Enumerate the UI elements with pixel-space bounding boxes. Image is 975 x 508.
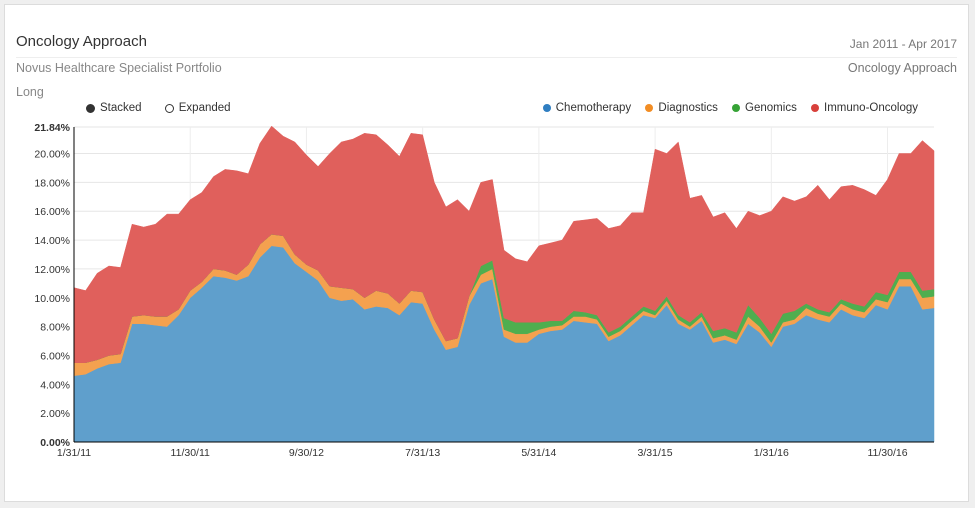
x-tick-label: 1/31/16 <box>754 447 789 459</box>
header-divider <box>16 57 957 58</box>
legend-item-chemotherapy[interactable]: Chemotherapy <box>542 102 632 114</box>
y-tick-label: 21.84% <box>34 122 70 134</box>
y-tick-label: 16.00% <box>34 206 70 218</box>
legend-label: Immuno-Oncology <box>824 102 918 114</box>
x-tick-label: 5/31/14 <box>521 447 556 459</box>
legend-dot-icon <box>732 104 741 112</box>
x-tick-label: 11/30/16 <box>867 447 907 459</box>
y-tick-label: 20.00% <box>34 149 70 161</box>
category-name: Oncology Approach <box>847 61 957 75</box>
legend: Chemotherapy Diagnostics Genomics Immuno… <box>532 102 918 115</box>
chart-title: Oncology Approach <box>16 33 147 50</box>
legend-label: Chemotherapy <box>555 102 632 114</box>
position-label: Long <box>16 85 44 99</box>
legend-label: Diagnostics <box>658 102 718 114</box>
expanded-radio-icon[interactable] <box>164 103 174 113</box>
legend-item-diagnostics[interactable]: Diagnostics <box>645 102 718 114</box>
stacked-label: Stacked <box>100 102 142 114</box>
x-tick-label: 7/31/13 <box>405 447 440 459</box>
y-tick-label: 18.00% <box>34 177 70 189</box>
stack-mode-controls: Stacked Expanded <box>86 102 251 116</box>
x-tick-label: 3/31/15 <box>638 447 673 459</box>
legend-label: Genomics <box>745 102 797 114</box>
y-tick-label: 14.00% <box>34 235 70 247</box>
legend-dot-icon <box>542 104 551 112</box>
date-range: Jan 2011 - Apr 2017 <box>849 37 957 51</box>
x-tick-label: 1/31/11 <box>57 447 91 459</box>
y-tick-label: 2.00% <box>40 408 70 420</box>
legend-item-genomics[interactable]: Genomics <box>732 102 797 114</box>
x-tick-label: 9/30/12 <box>289 447 324 459</box>
portfolio-name: Novus Healthcare Specialist Portfolio <box>16 61 222 75</box>
expanded-label: Expanded <box>178 102 231 114</box>
area-immuno-oncology[interactable] <box>73 125 935 363</box>
legend-dot-icon <box>645 104 654 112</box>
y-tick-label: 10.00% <box>34 293 70 305</box>
legend-item-immuno-oncology[interactable]: Immuno-Oncology <box>811 102 918 114</box>
y-tick-label: 0.00% <box>40 437 70 449</box>
y-tick-label: 12.00% <box>34 264 70 276</box>
x-tick-label: 11/30/11 <box>171 447 210 459</box>
axes: 0.00% 2.00% 4.00% 6.00% 8.00% 10.00% 12.00% 14.… <box>34 122 934 459</box>
expanded-option[interactable]: Expanded <box>164 102 231 114</box>
stacked-option[interactable]: Stacked <box>86 102 142 114</box>
y-tick-label: 4.00% <box>40 379 70 391</box>
area-series-group <box>73 125 935 443</box>
legend-dot-icon <box>811 104 820 112</box>
y-tick-label: 6.00% <box>40 350 70 362</box>
y-tick-label: 8.00% <box>40 322 70 334</box>
stacked-radio-icon[interactable] <box>86 103 95 113</box>
